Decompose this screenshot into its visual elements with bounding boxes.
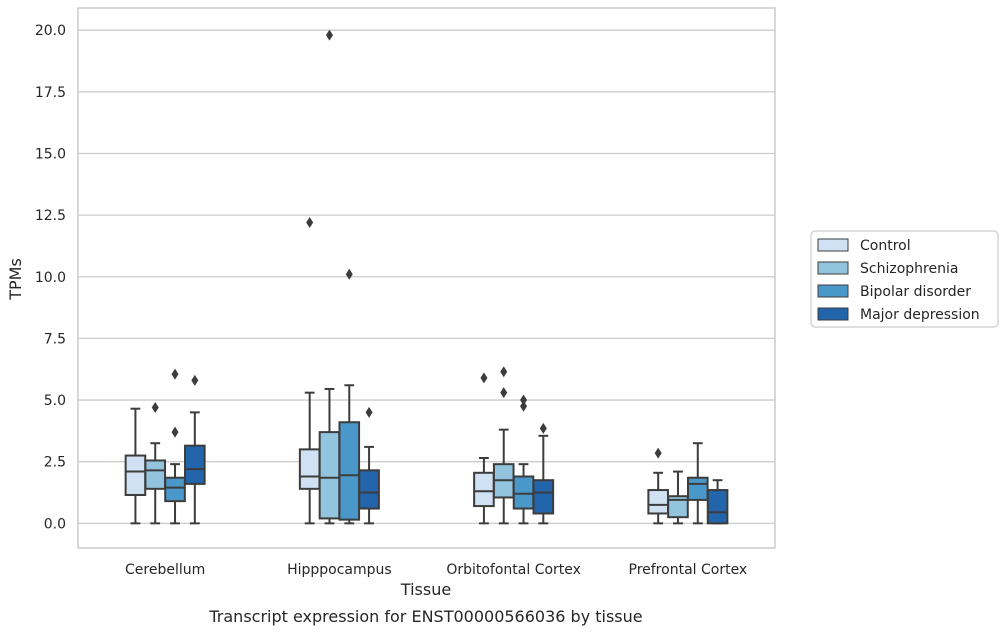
x-tick-label: Orbitofontal Cortex — [446, 562, 581, 578]
y-tick-label: 10.0 — [35, 270, 66, 286]
x-tick-label: Prefrontal Cortex — [629, 562, 748, 578]
x-tick-label: Hipppocampus — [287, 562, 392, 578]
box-1-1 — [318, 29, 341, 525]
outlier-point — [345, 268, 353, 280]
legend-swatch — [817, 284, 849, 298]
box-body — [164, 476, 186, 503]
legend-swatch — [817, 238, 849, 252]
outlier-point — [365, 406, 373, 418]
box-body — [647, 489, 669, 515]
plot-frame — [77, 7, 776, 549]
outlier-point — [500, 387, 508, 399]
box-0-3 — [184, 374, 206, 525]
box-0-1 — [144, 401, 167, 525]
box-body — [358, 469, 380, 510]
box-2-3 — [532, 422, 555, 525]
outlier-point — [151, 401, 159, 413]
y-tick-label: 7.5 — [44, 331, 66, 347]
legend-label: Control — [860, 238, 911, 254]
outlier-point — [654, 447, 662, 459]
outlier-point — [325, 29, 333, 41]
box-body — [473, 471, 495, 508]
legend: Control Schizophrenia Bipolar disorder Majo… — [810, 230, 999, 328]
box-body — [144, 459, 167, 490]
y-tick-label: 2.5 — [44, 455, 66, 471]
y-tick-label: 20.0 — [35, 23, 66, 39]
y-tick-labels: 0.0 2.5 5.0 7.5 10.0 12.5 15.0 17.5 20.0 — [35, 23, 66, 532]
outlier-point — [500, 366, 508, 378]
outlier-point — [191, 374, 199, 386]
x-tick-labels: Cerebellum Hipppocampus Orbitofontal Corte… — [125, 562, 747, 578]
box-3-2 — [686, 442, 709, 525]
box-3-0 — [647, 447, 669, 525]
box-groups — [124, 29, 729, 525]
y-axis-label: TPMs — [6, 258, 25, 301]
box-3-1 — [667, 470, 689, 525]
y-tick-label: 12.5 — [35, 208, 66, 224]
box-2-1 — [492, 366, 515, 525]
box-body — [124, 454, 147, 496]
x-axis-label: Tissue — [400, 580, 451, 599]
outlier-point — [539, 422, 547, 434]
box-2-2 — [512, 394, 535, 525]
y-tick-label: 5.0 — [44, 393, 66, 409]
y-tick-label: 15.0 — [35, 146, 66, 162]
x-tick-label: Cerebellum — [125, 562, 205, 578]
box-body — [318, 431, 341, 520]
box-1-3 — [358, 406, 380, 525]
box-body — [667, 495, 689, 519]
outlier-point — [520, 394, 528, 406]
outlier-point — [306, 217, 314, 229]
box-0-2 — [164, 368, 186, 525]
legend-label: Schizophrenia — [860, 261, 958, 277]
outlier-point — [480, 372, 488, 384]
box-body — [298, 448, 321, 490]
legend-label: Bipolar disorder — [860, 284, 971, 300]
box-body — [686, 476, 709, 501]
box-body — [532, 479, 555, 515]
box-3-3 — [706, 479, 729, 525]
box-body — [512, 475, 535, 510]
box-body — [706, 489, 729, 525]
legend-frame — [810, 230, 999, 328]
legend-swatch — [817, 307, 849, 321]
legend-swatch — [817, 261, 849, 275]
y-tick-label: 17.5 — [35, 85, 66, 101]
outlier-point — [171, 368, 179, 380]
box-1-2 — [338, 268, 361, 525]
outlier-point — [520, 400, 528, 412]
legend-label: Major depression — [860, 307, 980, 323]
chart-caption: Transcript expression for ENST0000056603… — [208, 607, 642, 626]
outlier-point — [171, 426, 179, 438]
box-body — [338, 421, 361, 521]
y-tick-label: 0.0 — [44, 516, 66, 532]
box-body — [184, 444, 206, 485]
